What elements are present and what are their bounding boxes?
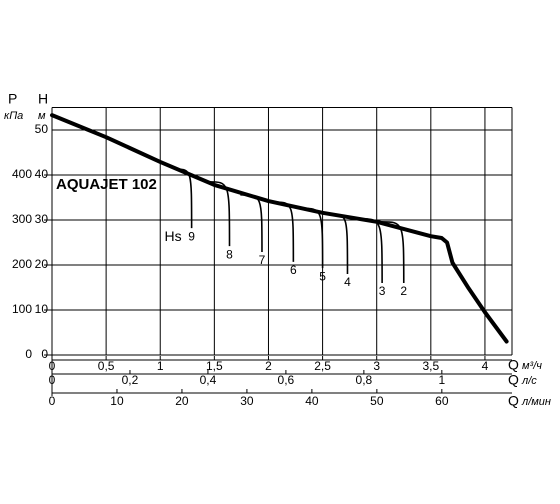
hs-curve xyxy=(175,168,193,229)
y-tick-label: 40 xyxy=(35,167,49,181)
y-tick-label: 30 xyxy=(35,212,49,226)
x-label: Q xyxy=(508,372,519,388)
x-tick-label: 0,6 xyxy=(278,373,295,387)
x-tick-label: 1,5 xyxy=(206,359,223,373)
x-tick-label: 40 xyxy=(305,394,319,408)
x2-units: л/с xyxy=(521,375,537,387)
x-tick-label: 2 xyxy=(265,359,272,373)
x-label: Q xyxy=(508,393,519,409)
x-tick-label: 0 xyxy=(49,359,56,373)
hs-curve xyxy=(358,217,383,284)
y-label: H xyxy=(38,91,48,107)
hs-curve xyxy=(207,180,231,247)
x-label: Q xyxy=(508,357,519,373)
y-units: м xyxy=(38,110,46,122)
hs-label: 6 xyxy=(290,263,297,277)
y2-label: P xyxy=(8,91,17,107)
hs-label: 9 xyxy=(188,229,195,243)
x-tick-label: 60 xyxy=(435,394,449,408)
x-tick-label: 0,5 xyxy=(98,359,115,373)
x-tick-label: 0 xyxy=(49,373,56,387)
hs-label: 4 xyxy=(344,275,351,289)
y-tick-label: 0 xyxy=(41,347,48,361)
y2-tick-label: 400 xyxy=(12,167,32,181)
hs-curve xyxy=(330,213,349,275)
y-tick-label: 10 xyxy=(35,302,49,316)
y-tick-label: 50 xyxy=(35,122,49,136)
x-tick-label: 30 xyxy=(240,394,254,408)
x-tick-label: 10 xyxy=(110,394,124,408)
x-tick-label: 50 xyxy=(370,394,384,408)
hs-label: 3 xyxy=(379,284,386,298)
hs-curve xyxy=(300,207,324,269)
x-tick-label: 0,4 xyxy=(200,373,217,387)
x3-units: л/мин xyxy=(521,396,551,408)
x-units: м³/ч xyxy=(522,360,542,372)
x-tick-label: 3 xyxy=(373,359,380,373)
pump-curve xyxy=(50,113,509,344)
x-tick-label: 20 xyxy=(175,394,189,408)
y2-units: кПа xyxy=(4,110,23,122)
hs-label: 8 xyxy=(226,247,233,261)
y2-tick-label: 200 xyxy=(12,257,32,271)
x-tick-label: 1 xyxy=(157,359,164,373)
y2-tick-label: 300 xyxy=(12,212,32,226)
x-tick-label: 0,8 xyxy=(356,373,373,387)
hs-curve xyxy=(240,194,263,252)
y2-tick-label: 0 xyxy=(25,347,32,361)
x-tick-label: 0,2 xyxy=(122,373,139,387)
x-tick-label: 1 xyxy=(438,373,445,387)
x-tick-label: 2,5 xyxy=(314,359,331,373)
hs-label: 5 xyxy=(319,269,326,283)
x-tick-label: 3,5 xyxy=(422,359,439,373)
x-tick-label: 0 xyxy=(49,394,56,408)
y2-tick-label: 100 xyxy=(12,302,32,316)
hs-label: 7 xyxy=(259,253,266,267)
hs-curve xyxy=(272,201,295,262)
hs-title: Hs xyxy=(164,228,181,244)
y-tick-label: 20 xyxy=(35,257,49,271)
hs-curve xyxy=(381,221,405,284)
x-tick-label: 4 xyxy=(482,359,489,373)
hs-label: 2 xyxy=(400,284,407,298)
